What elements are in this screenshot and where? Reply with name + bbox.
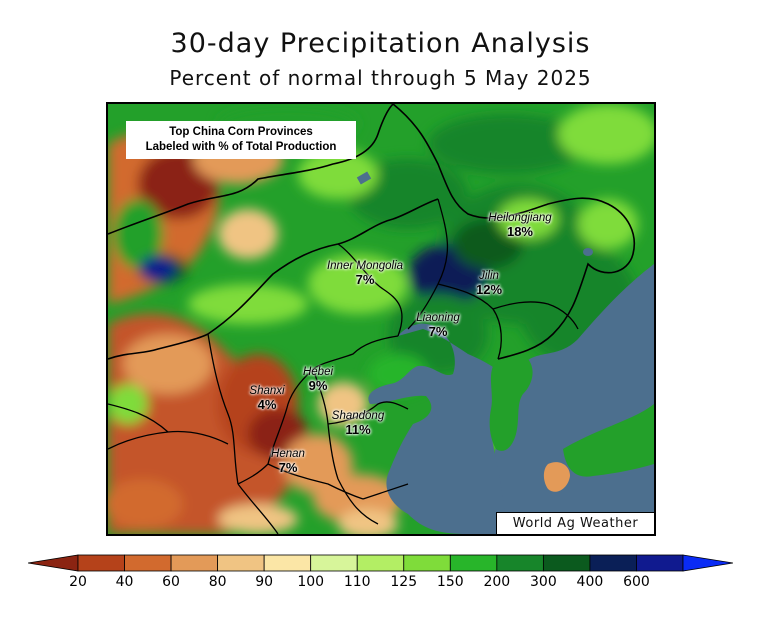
- legend-swatch: [589, 554, 637, 572]
- province-label-shanxi: Shanxi 4%: [249, 385, 285, 412]
- legend-tick-label: 60: [162, 574, 180, 590]
- map-subtitle: Percent of normal through 5 May 2025: [169, 66, 592, 90]
- legend-swatch: [403, 554, 451, 572]
- yellow-sea: [368, 323, 505, 534]
- legend-tick-label: 40: [115, 574, 134, 590]
- legend-tick-label: 125: [390, 574, 418, 590]
- legend-tick-label: 600: [623, 574, 650, 590]
- legend-swatch: [636, 554, 684, 572]
- legend-swatch: [170, 554, 219, 572]
- province-label-liaoning: Liaoning 7%: [416, 312, 460, 339]
- legend-arrow-low: [28, 554, 79, 572]
- info-line-1: Top China Corn Provinces: [169, 126, 313, 138]
- legend-tick-label: 110: [343, 574, 371, 590]
- legend-tick-label: 80: [208, 574, 227, 590]
- legend-arrow-high: [682, 554, 733, 572]
- province-label-inner-mongolia: Inner Mongolia 7%: [326, 260, 404, 287]
- legend-swatch: [263, 554, 312, 572]
- province-label-henan: Henan 7%: [271, 448, 305, 475]
- province-label-heilongjiang: Heilongjiang 18%: [488, 212, 552, 239]
- info-box: Top China Corn Provinces Labeled with % …: [126, 121, 356, 159]
- legend-tick-label: 90: [255, 574, 274, 590]
- map-title: 30-day Precipitation Analysis: [170, 28, 591, 59]
- country-borders: [108, 104, 635, 360]
- legend-tick-label: 150: [436, 574, 464, 590]
- legend-swatch: [217, 554, 265, 572]
- info-line-2: Labeled with % of Total Production: [145, 141, 337, 153]
- japan-landmass: [563, 404, 654, 477]
- legend-tick-label: 400: [576, 574, 604, 590]
- korea-landmass: [489, 356, 533, 451]
- map-canvas: [108, 104, 654, 534]
- precipitation-map: Top China Corn Provinces Labeled with % …: [106, 102, 656, 536]
- lake-hulun: [356, 171, 372, 185]
- legend-swatch: [77, 554, 125, 572]
- legend-tick-label: 200: [483, 574, 511, 590]
- legend-swatch: [542, 554, 591, 572]
- legend-tick-label: 300: [530, 574, 557, 590]
- legend-tick-label: 20: [69, 574, 87, 590]
- legend-tick-label: 100: [297, 574, 325, 590]
- legend-swatch: [449, 554, 498, 572]
- legend-swatch: [496, 554, 544, 572]
- province-label-jilin: Jilin 12%: [475, 270, 503, 297]
- province-borders: [108, 198, 579, 534]
- legend-swatch: [356, 554, 405, 572]
- color-legend: [28, 554, 733, 572]
- lake-khanka: [583, 248, 593, 256]
- credit-label: World Ag Weather: [496, 512, 654, 534]
- province-label-shandong: Shandong 11%: [331, 410, 385, 437]
- legend-swatch: [124, 554, 172, 572]
- province-label-hebei: Hebei 9%: [302, 366, 334, 393]
- legend-swatch: [310, 554, 358, 572]
- kyushu-landmass: [543, 462, 570, 492]
